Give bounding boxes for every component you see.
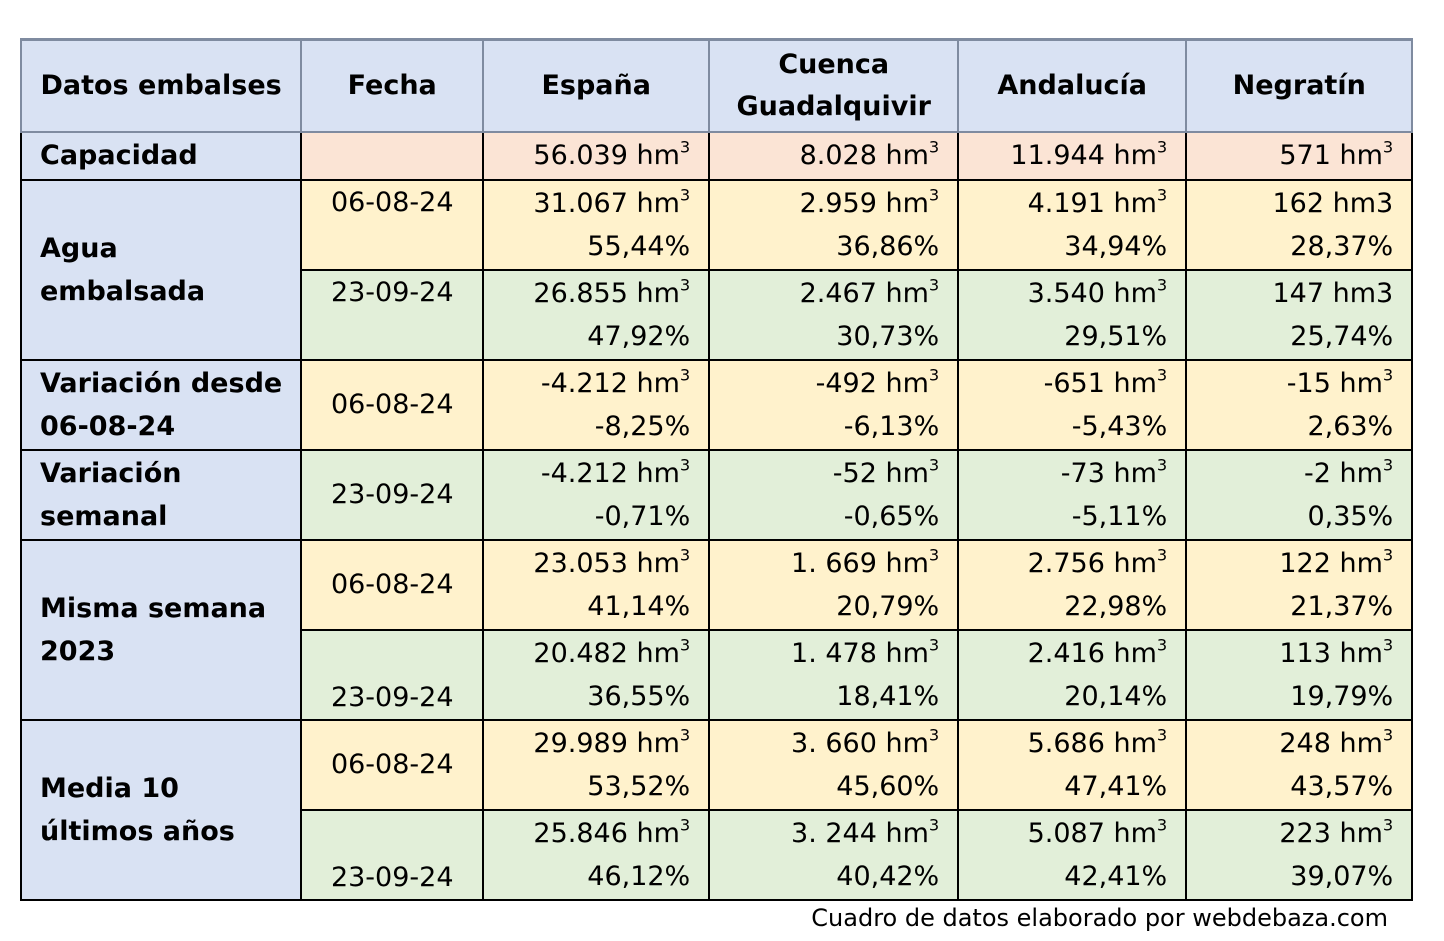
table-cell-date: 23-09-24 (300, 808, 485, 901)
table-cell: 248 hm3 43,57% (1185, 718, 1414, 811)
table-cell: -492 hm3 -6,13% (708, 358, 960, 451)
table-cell: 223 hm3 39,07% (1185, 808, 1414, 901)
capacity-negratin: 571 hm3 (1185, 130, 1414, 181)
agua-embalsada-label: Agua embalsada (19, 178, 303, 361)
header-negratin: Negratín (1185, 38, 1414, 133)
table-cell-date: 23-09-24 (300, 448, 485, 541)
table-cell: -52 hm3 -0,65% (708, 448, 960, 541)
table-cell: -4.212 hm3 -0,71% (482, 448, 711, 541)
table-cell: -2 hm3 0,35% (1185, 448, 1414, 541)
table-cell: -73 hm3 -5,11% (957, 448, 1188, 541)
table-cell: -651 hm3 -5,43% (957, 358, 1188, 451)
table-cell: 1. 669 hm3 20,79% (708, 538, 960, 631)
table-cell-date: 23-09-24 (300, 268, 485, 361)
variacion-desde-label: Variación desde 06-08-24 (19, 358, 303, 451)
header-datos-embalses: Datos embalses (19, 38, 303, 133)
table-cell-date: 06-08-24 (300, 358, 485, 451)
table-cell: 3. 244 hm3 40,42% (708, 808, 960, 901)
table-cell: 3. 660 hm3 45,60% (708, 718, 960, 811)
table-cell: 3.540 hm3 29,51% (957, 268, 1188, 361)
capacity-espana: 56.039 hm3 (482, 130, 711, 181)
agua-embalsada-row-1: Agua embalsada 06-08-24 31.067 hm3 55,44% … (19, 178, 1414, 361)
capacity-andalucia: 11.944 hm3 (957, 130, 1188, 181)
capacity-label: Capacidad (19, 130, 303, 181)
table-cell: 2.416 hm3 20,14% (957, 628, 1188, 721)
table-cell: 29.989 hm3 53,52% (482, 718, 711, 811)
media-row-2: 23-09-24 25.846 hm3 46,12% 3. 244 hm3 40,4… (21, 808, 1414, 901)
capacity-cuenca: 8.028 hm3 (708, 130, 960, 181)
table-cell: 162 hm3 28,37% (1185, 178, 1414, 271)
header-fecha: Fecha (300, 38, 485, 133)
header-cuenca-guadalquivir: Cuenca Guadalquivir (708, 38, 960, 133)
misma-semana-row-1: Misma semana 2023 06-08-24 23.053 hm3 41,1… (19, 538, 1414, 721)
header-row: Datos embalses Fecha España Cuenca Guada… (19, 38, 1414, 133)
table-cell: 2.756 hm3 22,98% (957, 538, 1188, 631)
table-cell: 5.686 hm3 47,41% (957, 718, 1188, 811)
misma-semana-row-2: 23-09-24 20.482 hm3 36,55% 1. 478 hm3 18,4… (21, 628, 1414, 721)
table-cell-date: 06-08-24 (300, 538, 485, 631)
table-cell: 2.467 hm3 30,73% (708, 268, 960, 361)
table-cell: -4.212 hm3 -8,25% (482, 358, 711, 451)
table-cell-date: 06-08-24 (300, 718, 485, 811)
header-cuenca: Cuenca (778, 48, 890, 80)
agua-embalsada-row-2: 23-09-24 26.855 hm3 47,92% 2.467 hm3 30,73… (21, 268, 1414, 361)
table-cell: 113 hm3 19,79% (1185, 628, 1414, 721)
misma-semana-label: Misma semana 2023 (19, 538, 303, 721)
header-guadalquivir: Guadalquivir (736, 90, 931, 122)
table-cell: 23.053 hm3 41,14% (482, 538, 711, 631)
table-cell: 4.191 hm3 34,94% (957, 178, 1188, 271)
capacity-date-cell (300, 130, 485, 181)
header-espana: España (482, 38, 711, 133)
media-label: Media 10 últimos años (19, 718, 303, 901)
table-cell: -15 hm3 2,63% (1185, 358, 1414, 451)
table-cell: 20.482 hm3 36,55% (482, 628, 711, 721)
table-cell: 31.067 hm3 55,44% (482, 178, 711, 271)
header-andalucia: Andalucía (957, 38, 1188, 133)
source-credit: Cuadro de datos elaborado por webdebaza.… (811, 904, 1388, 932)
table-cell-date: 23-09-24 (300, 628, 485, 721)
table-cell: 2.959 hm3 36,86% (708, 178, 960, 271)
variacion-semanal-row: Variación semanal 23-09-24 -4.212 hm3 -0,7… (19, 448, 1414, 541)
table-cell: 25.846 hm3 46,12% (482, 808, 711, 901)
variacion-desde-row: Variación desde 06-08-24 06-08-24 -4.212 … (19, 358, 1414, 451)
table-cell: 5.087 hm3 42,41% (957, 808, 1188, 901)
table-cell: 26.855 hm3 47,92% (482, 268, 711, 361)
table-cell: 1. 478 hm3 18,41% (708, 628, 960, 721)
capacity-row: Capacidad 56.039 hm3 8.028 hm3 11.944 hm… (19, 130, 1414, 181)
variacion-semanal-label: Variación semanal (19, 448, 303, 541)
media-row-1: Media 10 últimos años 06-08-24 29.989 hm3… (19, 718, 1414, 901)
reservoir-data-table: Datos embalses Fecha España Cuenca Guada… (19, 38, 1414, 901)
table-cell: 122 hm3 21,37% (1185, 538, 1414, 631)
table-cell: 147 hm3 25,74% (1185, 268, 1414, 361)
table-cell-date: 06-08-24 (300, 178, 485, 271)
